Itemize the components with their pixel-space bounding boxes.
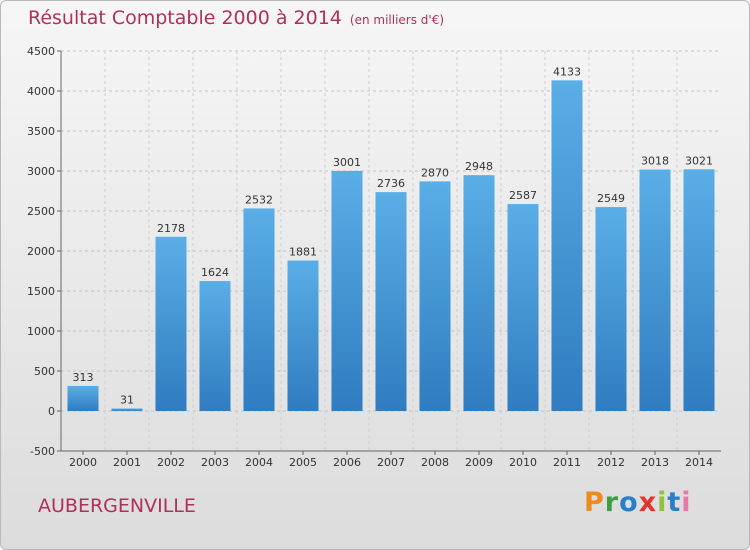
bar [67, 385, 99, 411]
axes [57, 50, 721, 455]
chart-title-block: Résultat Comptable 2000 à 2014 (en millie… [28, 7, 444, 29]
y-tick-label: -500 [30, 445, 55, 458]
bar-value-label: 2870 [421, 166, 449, 179]
y-tick-label: 1500 [27, 285, 55, 298]
x-tick-label: 2003 [201, 456, 229, 469]
logo-letter: i [681, 487, 692, 518]
bar [683, 169, 715, 411]
y-tick-label: 2000 [27, 245, 55, 258]
labels: -500 0 500 1000 1500 2000 2500 3000 3500 4000 4500… [27, 45, 713, 469]
chart-subtitle: (en milliers d'€) [349, 13, 445, 27]
bar [639, 169, 671, 411]
bar-value-label: 1624 [201, 266, 229, 279]
proxiti-logo: Proxiti [584, 487, 692, 518]
bar [155, 236, 187, 411]
bar [199, 281, 231, 411]
y-tick-label: 4000 [27, 85, 55, 98]
bar [463, 175, 495, 411]
y-tick-label: 2500 [27, 205, 55, 218]
bar [507, 204, 539, 411]
logo-letter: P [584, 487, 605, 518]
bar [243, 208, 275, 411]
bar-value-label: 3001 [333, 156, 361, 169]
bar [111, 408, 143, 411]
bar-value-label: 1881 [289, 246, 317, 259]
bar [287, 260, 319, 411]
x-tick-label: 2008 [421, 456, 449, 469]
x-tick-label: 2013 [641, 456, 669, 469]
y-tick-label: 3500 [27, 125, 55, 138]
logo-letter: o [619, 487, 639, 518]
bar [551, 80, 583, 412]
bar [419, 181, 451, 411]
bar-value-label: 313 [73, 371, 94, 384]
logo-letter: i [657, 487, 668, 518]
bar-value-label: 2948 [465, 160, 493, 173]
x-tick-label: 2004 [245, 456, 273, 469]
bar [375, 192, 407, 411]
logo-letter: t [667, 487, 682, 518]
bars [67, 80, 715, 412]
bar-value-label: 2178 [157, 222, 185, 235]
city-name: AUBERGENVILLE [38, 495, 196, 517]
x-tick-label: 2009 [465, 456, 493, 469]
bar-value-label: 2736 [377, 177, 405, 190]
bar-value-label: 3021 [685, 154, 713, 167]
bar [331, 170, 363, 411]
x-tick-label: 2000 [69, 456, 97, 469]
y-tick-label: 0 [48, 405, 55, 418]
bar-value-label: 4133 [553, 65, 581, 78]
x-tick-label: 2005 [289, 456, 317, 469]
y-tick-label: 3000 [27, 165, 55, 178]
y-tick-label: 500 [34, 365, 55, 378]
bar-value-label: 3018 [641, 155, 669, 168]
x-tick-label: 2011 [553, 456, 581, 469]
y-tick-label: 4500 [27, 45, 55, 58]
logo-letter: x [638, 487, 658, 518]
x-tick-label: 2012 [597, 456, 625, 469]
chart-title: Résultat Comptable 2000 à 2014 [28, 7, 342, 29]
x-tick-label: 2001 [113, 456, 141, 469]
x-tick-label: 2006 [333, 456, 361, 469]
bar-value-label: 2549 [597, 192, 625, 205]
logo-letter: r [604, 487, 620, 518]
bar-value-label: 2532 [245, 193, 273, 206]
y-tick-label: 1000 [27, 325, 55, 338]
x-tick-label: 2007 [377, 456, 405, 469]
bar-value-label: 31 [120, 394, 134, 407]
bar-value-label: 2587 [509, 189, 537, 202]
bar [595, 207, 627, 411]
x-tick-label: 2010 [509, 456, 537, 469]
x-tick-label: 2002 [157, 456, 185, 469]
x-tick-label: 2014 [685, 456, 713, 469]
